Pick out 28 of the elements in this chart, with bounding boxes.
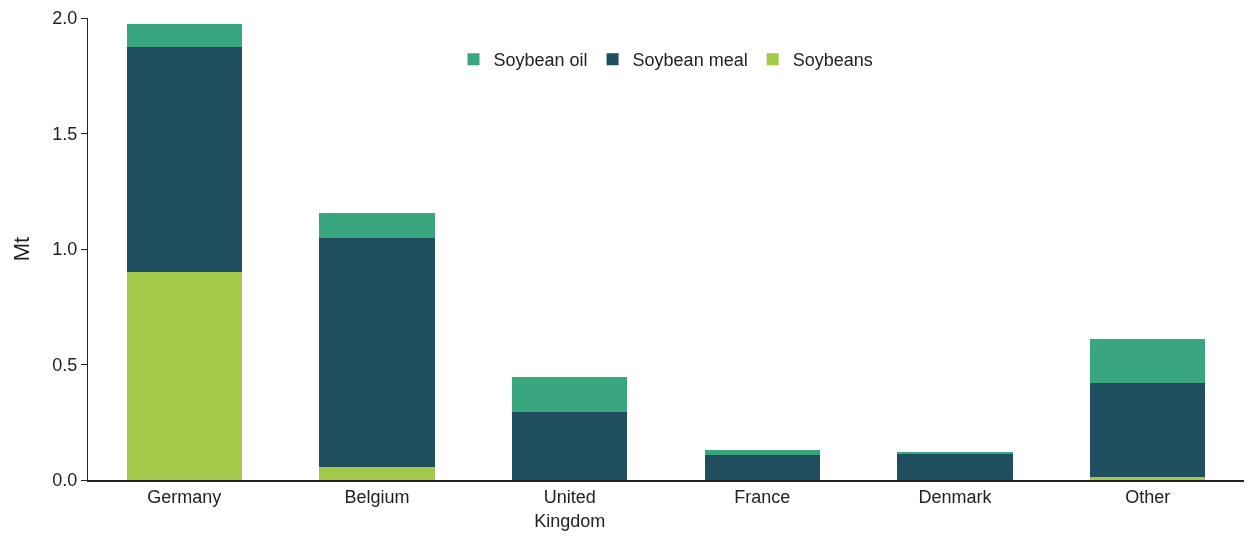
bar (319, 212, 435, 239)
y-tick-label: 1.0 (52, 239, 78, 260)
legend-label: Soybeans (792, 50, 873, 71)
x-tick-label: Denmark (918, 487, 993, 508)
y-tick-label: 0.5 (52, 354, 78, 375)
y-tick-label: 2.0 (52, 8, 78, 29)
bar (319, 466, 435, 480)
y-tick-label: 1.5 (52, 123, 78, 144)
x-tick-label: France (734, 487, 791, 508)
y-tick-label: 0.0 (52, 470, 78, 491)
bar (511, 411, 628, 480)
x-tick-label: United Kingdom (534, 487, 606, 531)
legend-label: Soybean oil (493, 50, 588, 71)
bar (704, 449, 821, 455)
bar (1089, 382, 1206, 477)
x-tick-label: Other (1125, 487, 1171, 508)
bar (511, 376, 628, 412)
bar (319, 238, 435, 467)
bar (126, 46, 243, 273)
y-axis-title: Mt (9, 236, 35, 262)
bar (897, 453, 1013, 480)
bar (126, 272, 243, 480)
x-tick-label: Germany (147, 487, 222, 508)
bar (126, 23, 243, 47)
x-tick-label: Belgium (344, 487, 410, 508)
bar (1089, 339, 1206, 383)
bar (704, 454, 821, 480)
legend-label: Soybean meal (632, 50, 748, 71)
